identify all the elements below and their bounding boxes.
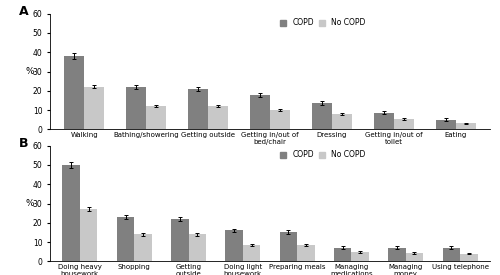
Bar <box>332 114 352 129</box>
Bar <box>134 234 152 261</box>
Bar <box>126 87 146 129</box>
Bar <box>460 254 477 261</box>
Y-axis label: %: % <box>26 67 34 76</box>
Bar <box>62 165 80 261</box>
Bar <box>226 230 243 261</box>
Bar <box>188 89 208 129</box>
Bar <box>80 209 98 261</box>
Bar <box>312 103 332 129</box>
Text: A: A <box>19 4 29 18</box>
Bar <box>270 110 290 129</box>
Bar <box>388 248 406 261</box>
Bar <box>334 248 351 261</box>
Bar <box>208 106 228 129</box>
Bar <box>117 217 134 261</box>
Y-axis label: %: % <box>26 199 34 208</box>
Text: B: B <box>19 136 28 150</box>
Bar <box>352 252 369 261</box>
Bar <box>250 95 270 129</box>
Bar <box>456 123 475 129</box>
Bar <box>84 87 104 129</box>
Bar <box>243 245 260 261</box>
Bar <box>64 56 84 129</box>
Bar <box>436 120 456 129</box>
Bar <box>406 252 423 261</box>
Bar <box>442 248 460 261</box>
Legend: COPD, No COPD: COPD, No COPD <box>277 15 368 30</box>
Bar <box>146 106 166 129</box>
Bar <box>188 234 206 261</box>
Bar <box>374 113 394 129</box>
Bar <box>280 232 297 261</box>
Bar <box>297 245 314 261</box>
Bar <box>171 219 188 261</box>
Legend: COPD, No COPD: COPD, No COPD <box>277 147 368 162</box>
Bar <box>394 119 414 129</box>
